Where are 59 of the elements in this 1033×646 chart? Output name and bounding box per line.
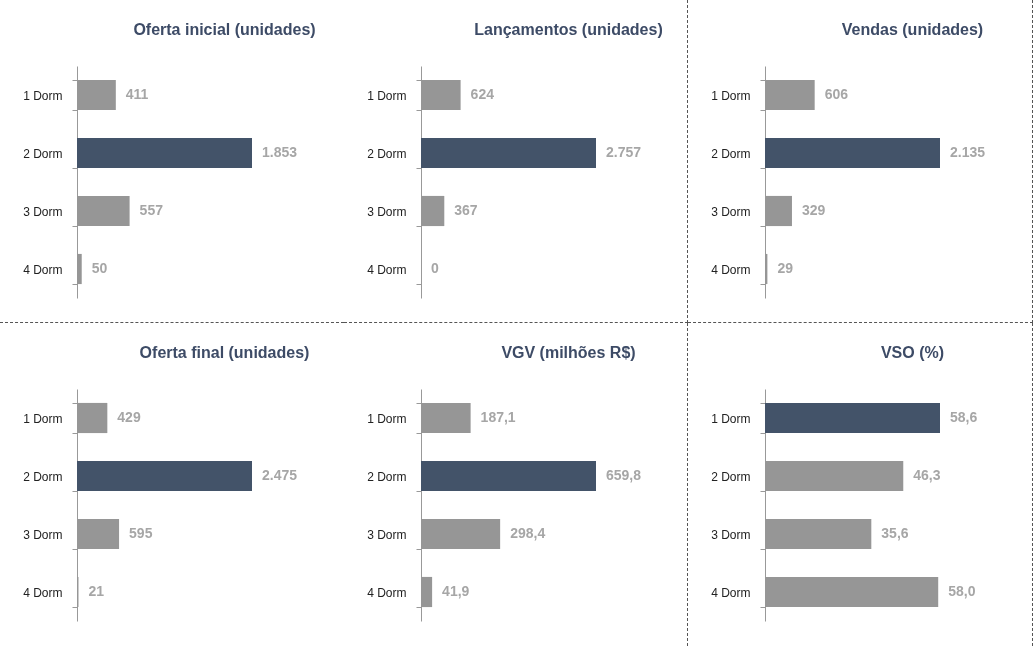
y-tick-label: 2 Dorm — [711, 146, 751, 161]
data-label: 35,6 — [881, 525, 909, 541]
chart-title: Vendas (unidades) — [841, 21, 984, 38]
chart-title: Oferta final (unidades) — [139, 344, 310, 361]
bar — [77, 137, 252, 169]
y-tick-label: 3 Dorm — [367, 527, 407, 542]
chart-title: Oferta inicial (unidades) — [133, 21, 316, 38]
data-label: 298,4 — [510, 525, 546, 541]
y-tick-label: 1 Dorm — [367, 88, 407, 103]
data-label: 624 — [470, 86, 495, 102]
data-label: 659,8 — [606, 467, 642, 483]
chart-title: VSO (%) — [880, 344, 945, 361]
y-tick-label: 4 Dorm — [367, 585, 407, 600]
data-label: 58,0 — [948, 583, 976, 599]
data-label: 595 — [129, 525, 153, 541]
y-tick-label: 2 Dorm — [23, 146, 63, 161]
data-label: 606 — [824, 86, 849, 102]
y-tick-label: 3 Dorm — [711, 204, 751, 219]
data-label: 1.853 — [262, 144, 298, 160]
data-label: 41,9 — [442, 583, 470, 599]
data-label: 367 — [454, 202, 478, 218]
data-label: 2.475 — [262, 467, 298, 483]
y-tick-label: 2 Dorm — [367, 469, 407, 484]
y-tick-label: 1 Dorm — [23, 411, 63, 426]
y-tick-label: 2 Dorm — [23, 469, 63, 484]
y-tick-label: 1 Dorm — [711, 88, 751, 103]
data-label: 429 — [117, 409, 141, 425]
data-label: 557 — [139, 202, 164, 218]
y-tick-label: 4 Dorm — [711, 585, 751, 600]
bar — [421, 460, 596, 492]
data-label: 50 — [91, 260, 108, 276]
data-label: 0 — [431, 260, 439, 276]
y-tick-label: 3 Dorm — [711, 527, 751, 542]
y-tick-label: 2 Dorm — [367, 146, 407, 161]
bar — [765, 402, 940, 434]
data-label: 187,1 — [480, 409, 516, 425]
y-tick-label: 4 Dorm — [711, 262, 751, 277]
y-tick-label: 1 Dorm — [23, 88, 63, 103]
data-label: 58,6 — [950, 409, 978, 425]
data-label: 46,3 — [913, 467, 941, 483]
chart-title: Lançamentos (unidades) — [474, 21, 663, 38]
data-label: 2.757 — [606, 144, 642, 160]
bar — [77, 460, 252, 492]
y-tick-label: 1 Dorm — [711, 411, 751, 426]
y-tick-label: 4 Dorm — [367, 262, 407, 277]
data-label: 411 — [125, 86, 149, 102]
data-label: 329 — [801, 202, 826, 218]
y-tick-label: 3 Dorm — [367, 204, 407, 219]
y-tick-label: 4 Dorm — [23, 585, 63, 600]
bar — [765, 137, 940, 169]
data-label: 29 — [777, 260, 794, 276]
data-label: 2.135 — [950, 144, 986, 160]
chart-title: VGV (milhões R$) — [501, 344, 636, 361]
y-tick-label: 2 Dorm — [711, 469, 751, 484]
y-tick-label: 3 Dorm — [23, 204, 63, 219]
y-tick-label: 4 Dorm — [23, 262, 63, 277]
y-tick-label: 3 Dorm — [23, 527, 63, 542]
data-label: 21 — [88, 583, 105, 599]
y-tick-label: 1 Dorm — [367, 411, 407, 426]
